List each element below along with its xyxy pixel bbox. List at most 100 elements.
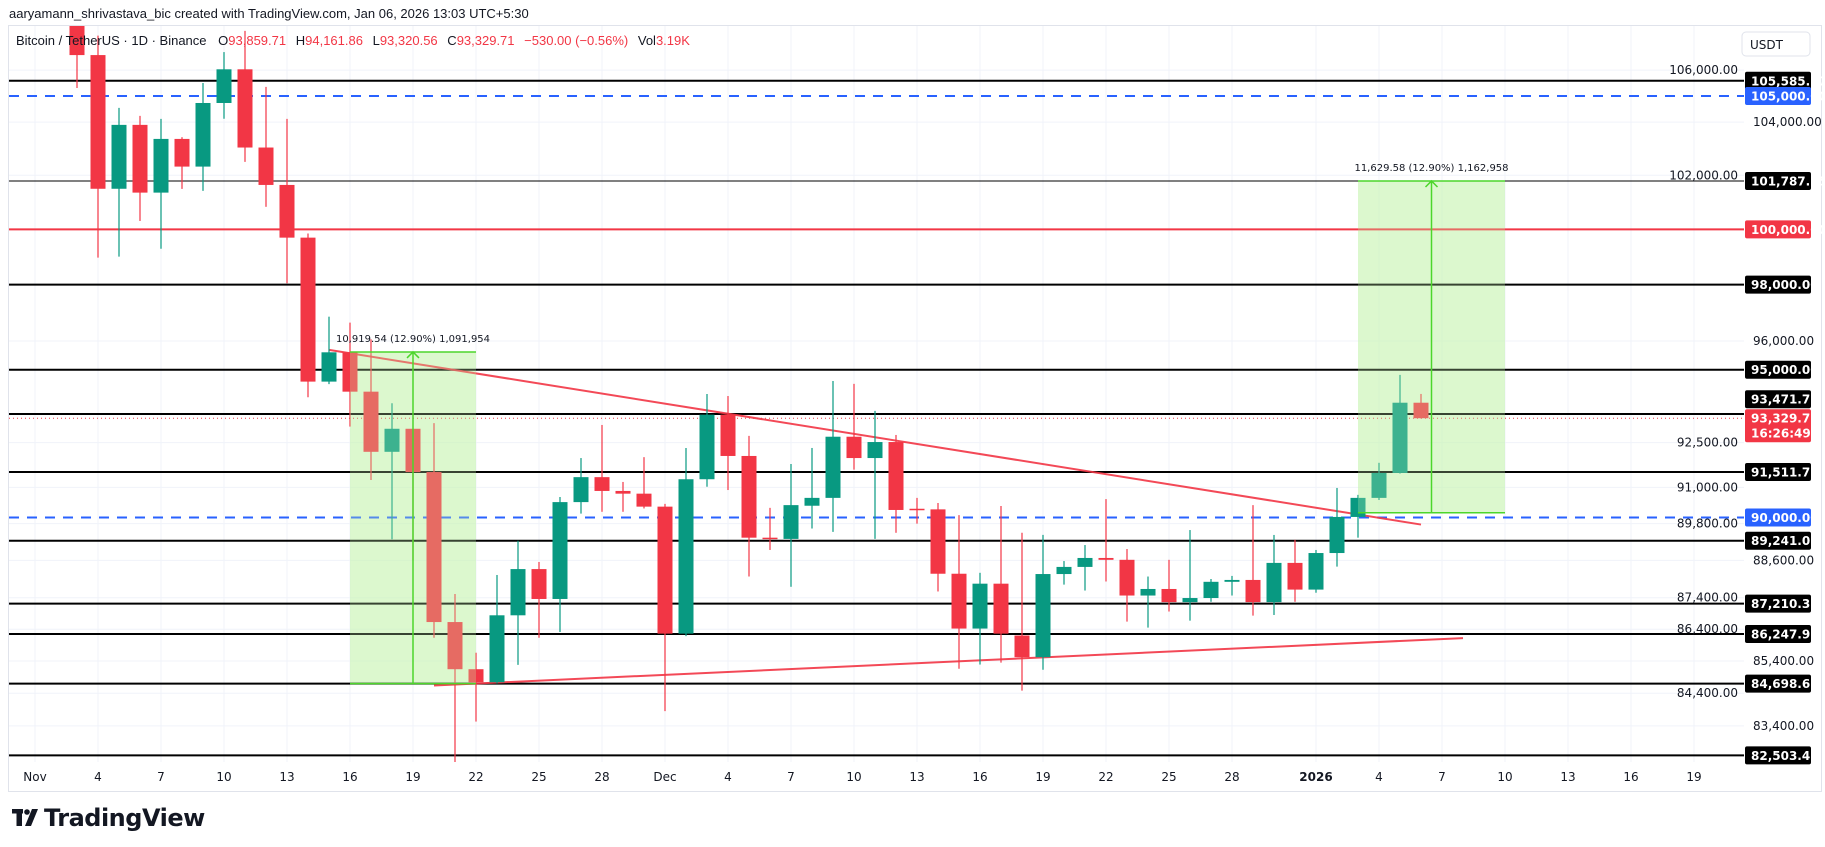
- candle-body: [678, 479, 694, 634]
- level-price-label: 84,698.63: [1745, 674, 1819, 693]
- legend-volume-value: 3.19K: [656, 33, 690, 48]
- candle-bearish: [909, 497, 925, 524]
- candle-body: [1224, 579, 1240, 582]
- price-range-label: 10,919.54 (12.90%) 1,091,954: [336, 334, 490, 345]
- level-price-label-text: 89,241.08: [1751, 534, 1819, 548]
- price-axis[interactable]: 106,000.00 104,000.00 102,000.00 96,000.00 9…: [1669, 63, 1821, 733]
- candle-bearish: [636, 457, 652, 509]
- horizontal-levels: [9, 79, 1744, 757]
- candle-bullish: [783, 463, 799, 587]
- candle-body: [1413, 402, 1429, 419]
- chart-frame: [8, 25, 1822, 792]
- level-price-label: 93,471.71: [1745, 390, 1819, 409]
- level-price-label-bg: [1745, 390, 1811, 409]
- price-tick-label: 86,400.00: [1677, 622, 1738, 636]
- price-tick-label: 84,400.00: [1677, 686, 1738, 700]
- legend-open-label: O: [218, 33, 228, 48]
- candle-bullish: [1203, 579, 1219, 602]
- candle-body: [468, 669, 484, 683]
- candle-body: [384, 428, 400, 452]
- candle-bullish: [1035, 534, 1051, 670]
- time-tick-label: 19: [405, 770, 420, 784]
- price-tick-label: 96,000.00: [1753, 334, 1814, 348]
- arrow-up-icon: [1424, 179, 1439, 188]
- candle-body: [69, 26, 85, 56]
- level-price-label-bg: [1745, 508, 1811, 527]
- level-price-label-text: 98,000.00: [1751, 278, 1819, 292]
- candle-body: [1140, 588, 1156, 596]
- candle-bullish: [1182, 530, 1198, 621]
- candle-body: [699, 414, 715, 480]
- candle-body: [1182, 598, 1198, 603]
- time-tick-label: 22: [468, 770, 483, 784]
- time-tick-label: 16: [342, 770, 357, 784]
- candle-bearish: [1098, 499, 1114, 582]
- candle-bullish: [216, 52, 232, 119]
- level-price-label-text: 101,787.25: [1751, 174, 1825, 188]
- time-tick-label: 4: [1375, 770, 1383, 784]
- level-price-label-bg: [1745, 594, 1811, 613]
- candle-body: [951, 573, 967, 629]
- level-price-label-bg: [1745, 220, 1811, 239]
- candle-bearish: [132, 115, 148, 221]
- tradingview-logo-icon: [12, 809, 38, 826]
- candle-body: [1392, 402, 1408, 473]
- candle-body: [804, 497, 820, 506]
- candle-bearish: [1413, 393, 1429, 419]
- level-price-label: 87,210.35: [1745, 594, 1819, 613]
- time-tick-label: Nov: [23, 770, 46, 784]
- legend-high-value: 94,161.86: [305, 33, 363, 48]
- candle-bullish: [1329, 487, 1345, 567]
- candle-bullish: [111, 107, 127, 257]
- candle-bullish: [573, 458, 589, 514]
- candle-body: [1287, 562, 1303, 590]
- legend-low-value: 93,320.56: [380, 33, 438, 48]
- candle-bearish: [363, 339, 379, 480]
- candle-bearish: [447, 593, 463, 762]
- level-price-label: 95,000.00: [1745, 360, 1819, 379]
- candles: [69, 26, 1429, 762]
- candle-body: [615, 490, 631, 494]
- price-range-tools: 10,919.54 (12.90%) 1,091,954 11,629.58 (1…: [336, 163, 1509, 685]
- candle-body: [1266, 562, 1282, 603]
- price-tick-label: 91,000.00: [1677, 480, 1738, 494]
- candle-bullish: [1077, 545, 1093, 591]
- legend: Bitcoin / TetherUS · 1D · Binance O93,85…: [16, 33, 690, 48]
- level-price-label-bg: [1745, 531, 1811, 550]
- candle-bullish: [1308, 549, 1324, 593]
- time-axis[interactable]: Nov 4 7 10 13 16 19 22 25 28 Dec 4 7 10 13 16 19 22 25 28 20…: [23, 770, 1701, 784]
- level-price-label-text: 100,000.00: [1751, 223, 1825, 237]
- candle-body: [153, 138, 169, 193]
- currency-button[interactable]: USDT: [1741, 31, 1811, 57]
- price-tick-label: 83,400.00: [1753, 719, 1814, 733]
- candle-bullish: [153, 118, 169, 249]
- time-tick-label: 10: [846, 770, 861, 784]
- candle-bullish: [1224, 575, 1240, 596]
- current-price-label-bg: [1745, 409, 1811, 443]
- candle-body: [972, 583, 988, 629]
- candle-body: [657, 506, 673, 634]
- level-price-label: 100,000.00: [1745, 220, 1825, 239]
- level-price-label-bg: [1745, 275, 1811, 294]
- legend-volume-label: Vol: [638, 33, 656, 48]
- level-price-label-bg: [1745, 171, 1811, 190]
- level-price-label: 90,000.00: [1745, 508, 1819, 527]
- candle-body: [846, 436, 862, 459]
- candle-body: [1161, 588, 1177, 603]
- level-price-label-text: 84,698.63: [1751, 677, 1819, 691]
- candle-body: [426, 472, 442, 623]
- candle-bullish: [1392, 374, 1408, 474]
- price-tick-label: 87,400.00: [1677, 591, 1738, 605]
- time-tick-label: 7: [1438, 770, 1446, 784]
- candle-body: [1245, 579, 1261, 603]
- candle-body: [825, 436, 841, 498]
- candle-body: [1014, 635, 1030, 658]
- level-price-label-bg: [1745, 625, 1811, 644]
- candle-body: [1098, 557, 1114, 560]
- candle-bearish: [1161, 559, 1177, 612]
- level-price-label-text: 91,511.75: [1751, 466, 1819, 480]
- candle-bearish: [930, 503, 946, 592]
- candle-bullish: [1266, 534, 1282, 615]
- time-tick-label: 4: [724, 770, 732, 784]
